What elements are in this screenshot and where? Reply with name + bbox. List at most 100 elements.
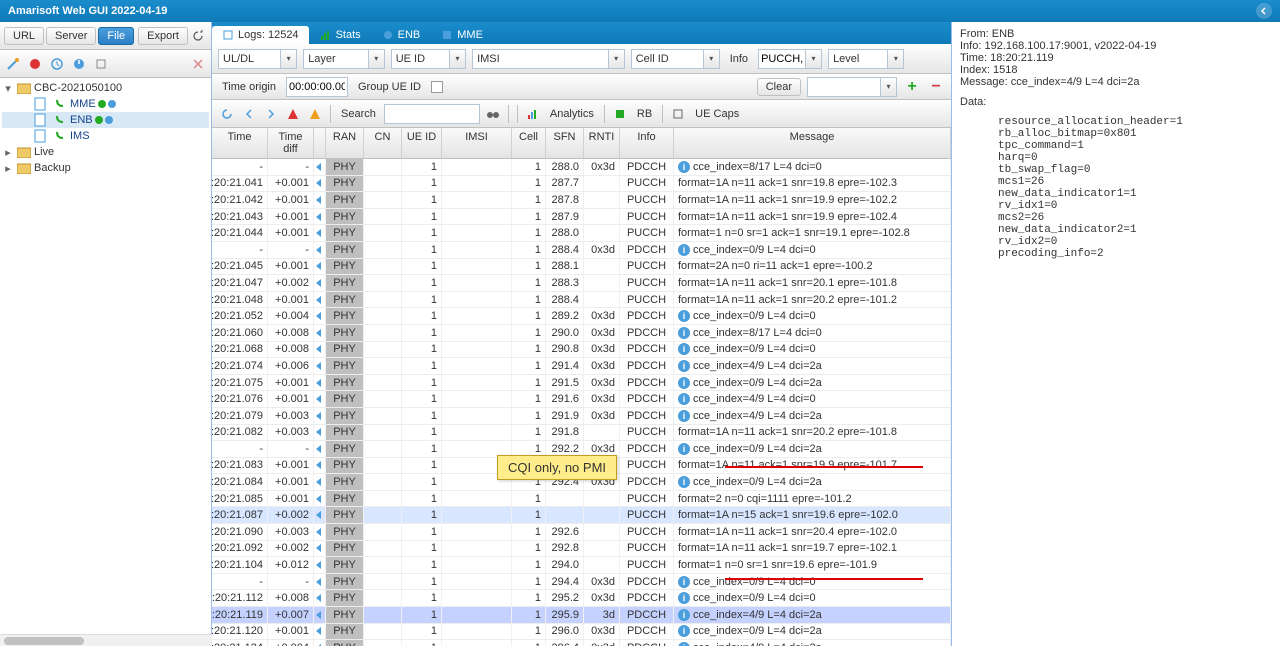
export-button[interactable]: Export bbox=[138, 27, 188, 45]
info-input[interactable] bbox=[759, 53, 805, 65]
tab[interactable]: ENB bbox=[372, 26, 431, 44]
column-header[interactable]: UE ID bbox=[402, 128, 442, 158]
log-row[interactable]: 18:20:21.124+0.004PHY11296.40x3dPDCCHicc… bbox=[212, 640, 951, 646]
tree-toggle-icon[interactable]: ▸ bbox=[2, 162, 14, 175]
log-row[interactable]: --PHY11294.40x3dPDCCHicce_index=0/9 L=4 … bbox=[212, 574, 951, 591]
remove-icon[interactable]: − bbox=[927, 78, 945, 96]
tree-live[interactable]: ▸ Live bbox=[2, 144, 209, 160]
column-header[interactable]: IMSI bbox=[442, 128, 512, 158]
tree-backup[interactable]: ▸ Backup bbox=[2, 160, 209, 176]
log-row[interactable]: 18:20:21.041+0.001PHY11287.7PUCCHformat=… bbox=[212, 176, 951, 193]
time-origin-input[interactable] bbox=[287, 81, 347, 93]
search-input[interactable] bbox=[385, 108, 479, 120]
stop-icon[interactable] bbox=[26, 55, 44, 73]
log-row[interactable]: 18:20:21.045+0.001PHY11288.1PUCCHformat=… bbox=[212, 259, 951, 276]
analytics-label[interactable]: Analytics bbox=[546, 108, 598, 120]
clock-icon[interactable] bbox=[48, 55, 66, 73]
chevron-down-icon[interactable]: ▾ bbox=[449, 50, 465, 68]
imsi-input[interactable] bbox=[504, 53, 608, 65]
log-row[interactable]: --PHY11288.00x3dPDCCHicce_index=8/17 L=4… bbox=[212, 159, 951, 176]
caution-icon[interactable] bbox=[306, 105, 324, 123]
column-header[interactable]: SFN bbox=[546, 128, 584, 158]
tab[interactable]: MME bbox=[431, 26, 493, 44]
column-header[interactable]: CN bbox=[364, 128, 402, 158]
log-row[interactable]: 18:20:21.119+0.007PHY11295.93dPDCCHicce_… bbox=[212, 607, 951, 624]
log-row[interactable]: 18:20:21.060+0.008PHY11290.00x3dPDCCHicc… bbox=[212, 325, 951, 342]
cellid-combo[interactable]: Cell ID▾ bbox=[631, 49, 720, 69]
add-icon[interactable]: + bbox=[903, 78, 921, 96]
clear-combo[interactable]: ▾ bbox=[807, 77, 897, 97]
imsi-combo[interactable]: IMSI▾ bbox=[472, 49, 625, 69]
log-row[interactable]: 18:20:21.042+0.001PHY11287.8PUCCHformat=… bbox=[212, 192, 951, 209]
next-icon[interactable] bbox=[262, 105, 280, 123]
tab[interactable]: Stats bbox=[310, 26, 371, 44]
log-row[interactable]: 18:20:21.090+0.003PHY11292.6PUCCHformat=… bbox=[212, 524, 951, 541]
column-header[interactable] bbox=[314, 128, 326, 158]
tree-node[interactable]: ENB bbox=[2, 112, 209, 128]
tree-root[interactable]: ▾ CBC-2021050100 bbox=[2, 80, 209, 96]
rb-label[interactable]: RB bbox=[633, 108, 656, 120]
settings-icon[interactable] bbox=[92, 55, 110, 73]
log-row[interactable]: 18:20:21.112+0.008PHY11295.20x3dPDCCHicc… bbox=[212, 590, 951, 607]
warn-icon[interactable] bbox=[284, 105, 302, 123]
refresh-icon[interactable] bbox=[218, 105, 236, 123]
chevron-down-icon[interactable]: ▾ bbox=[887, 50, 903, 68]
tree-toggle-icon[interactable]: ▸ bbox=[2, 146, 14, 159]
tree-node[interactable]: IMS bbox=[2, 128, 209, 144]
log-row[interactable]: 18:20:21.085+0.001PHY11PUCCHformat=2 n=0… bbox=[212, 491, 951, 508]
level-combo[interactable]: Level▾ bbox=[828, 49, 904, 69]
log-row[interactable]: 18:20:21.104+0.012PHY11294.0PUCCHformat=… bbox=[212, 557, 951, 574]
info-combo[interactable]: ▾ bbox=[758, 49, 822, 69]
refresh-icon[interactable] bbox=[190, 27, 207, 45]
log-row[interactable]: 18:20:21.043+0.001PHY11287.9PUCCHformat=… bbox=[212, 209, 951, 226]
uecaps-icon[interactable] bbox=[669, 105, 687, 123]
log-row[interactable]: 18:20:21.092+0.002PHY11292.8PUCCHformat=… bbox=[212, 541, 951, 558]
log-row[interactable]: 18:20:21.120+0.001PHY11296.00x3dPDCCHicc… bbox=[212, 624, 951, 641]
tree-toggle-icon[interactable]: ▾ bbox=[2, 82, 14, 95]
url-button[interactable]: URL bbox=[4, 27, 44, 45]
log-row[interactable]: 18:20:21.075+0.001PHY11291.50x3dPDCCHicc… bbox=[212, 375, 951, 392]
column-header[interactable]: Time diff bbox=[268, 128, 314, 158]
chart-icon[interactable] bbox=[524, 105, 542, 123]
ueid-combo[interactable]: UE ID▾ bbox=[391, 49, 466, 69]
column-header[interactable]: RAN bbox=[326, 128, 364, 158]
column-header[interactable]: Cell bbox=[512, 128, 546, 158]
log-row[interactable]: 18:20:21.076+0.001PHY11291.60x3dPDCCHicc… bbox=[212, 391, 951, 408]
server-button[interactable]: Server bbox=[46, 27, 96, 45]
log-row[interactable]: 18:20:21.082+0.003PHY11291.8PUCCHformat=… bbox=[212, 425, 951, 442]
close-icon[interactable] bbox=[189, 55, 207, 73]
collapse-left-icon[interactable] bbox=[1256, 3, 1272, 19]
uecaps-label[interactable]: UE Caps bbox=[691, 108, 743, 120]
tab[interactable]: Logs: 12524 bbox=[212, 26, 309, 44]
power-icon[interactable] bbox=[70, 55, 88, 73]
chevron-down-icon[interactable]: ▾ bbox=[608, 50, 624, 68]
column-header[interactable]: Message bbox=[674, 128, 951, 158]
log-row[interactable]: 18:20:21.079+0.003PHY11291.90x3dPDCCHicc… bbox=[212, 408, 951, 425]
log-row[interactable]: 18:20:21.087+0.002PHY11PUCCHformat=1A n=… bbox=[212, 507, 951, 524]
log-row[interactable]: 18:20:21.052+0.004PHY11289.20x3dPDCCHicc… bbox=[212, 308, 951, 325]
chevron-down-icon[interactable]: ▾ bbox=[880, 78, 896, 96]
log-row[interactable]: 18:20:21.048+0.001PHY11288.4PUCCHformat=… bbox=[212, 292, 951, 309]
binoculars-icon[interactable] bbox=[484, 105, 502, 123]
prev-icon[interactable] bbox=[240, 105, 258, 123]
log-row[interactable]: 18:20:21.044+0.001PHY11288.0PUCCHformat=… bbox=[212, 225, 951, 242]
chevron-down-icon[interactable]: ▾ bbox=[703, 50, 719, 68]
chevron-down-icon[interactable]: ▾ bbox=[280, 50, 296, 68]
column-header[interactable]: RNTI bbox=[584, 128, 620, 158]
rb-icon[interactable] bbox=[611, 105, 629, 123]
uldl-combo[interactable]: UL/DL▾ bbox=[218, 49, 297, 69]
layer-combo[interactable]: Layer▾ bbox=[303, 49, 385, 69]
log-row[interactable]: --PHY11288.40x3dPDCCHicce_index=0/9 L=4 … bbox=[212, 242, 951, 259]
column-header[interactable]: Info bbox=[620, 128, 674, 158]
file-button[interactable]: File bbox=[98, 27, 134, 45]
chevron-down-icon[interactable]: ▾ bbox=[368, 50, 384, 68]
tree-node[interactable]: MME bbox=[2, 96, 209, 112]
clear-button[interactable]: Clear bbox=[757, 78, 801, 96]
log-row[interactable]: 18:20:21.068+0.008PHY11290.80x3dPDCCHicc… bbox=[212, 342, 951, 359]
chevron-down-icon[interactable]: ▾ bbox=[805, 50, 821, 68]
log-row[interactable]: 18:20:21.047+0.002PHY11288.3PUCCHformat=… bbox=[212, 275, 951, 292]
log-row[interactable]: 18:20:21.074+0.006PHY11291.40x3dPDCCHicc… bbox=[212, 358, 951, 375]
horizontal-scrollbar[interactable] bbox=[0, 634, 212, 646]
group-ueid-checkbox[interactable] bbox=[431, 81, 443, 93]
wand-icon[interactable] bbox=[4, 55, 22, 73]
